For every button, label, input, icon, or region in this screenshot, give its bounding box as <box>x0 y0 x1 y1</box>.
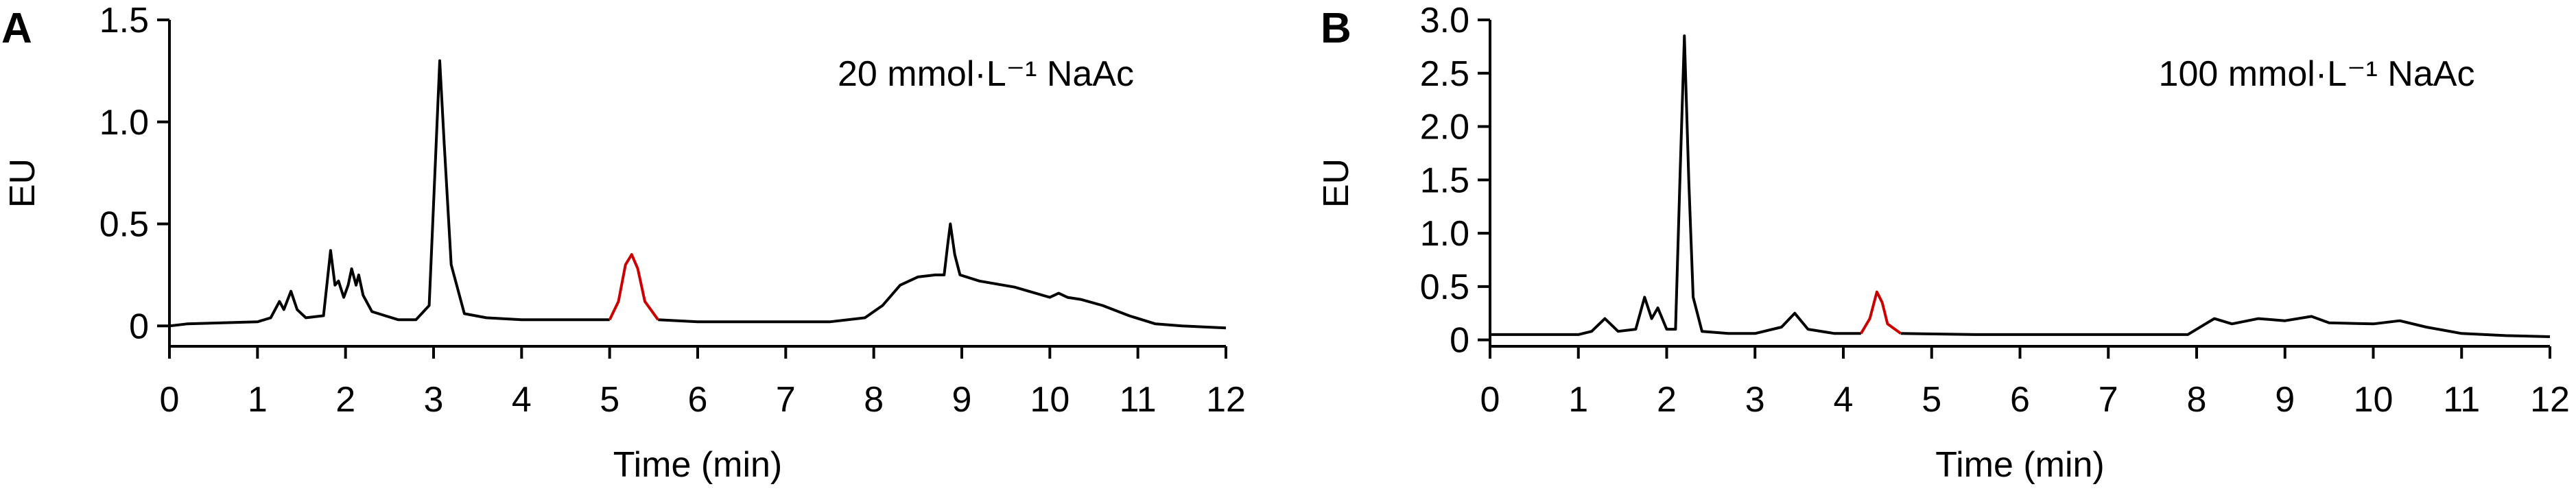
y-tick-label: 1.0 <box>99 103 149 143</box>
x-tick-label: 0 <box>160 380 180 420</box>
x-tick-label: 11 <box>2443 380 2480 420</box>
x-tick-label: 8 <box>864 380 884 420</box>
x-tick-label: 10 <box>1030 380 1070 420</box>
trace <box>169 59 1227 330</box>
y-tick-label: 2.5 <box>1420 54 1469 94</box>
y-tick-label: 0 <box>129 307 149 346</box>
x-tick-label: 5 <box>1922 380 1941 420</box>
annotation: 20 mmol·L⁻¹ NaAc <box>838 54 1134 94</box>
x-tick-label: 1 <box>1568 380 1588 420</box>
x-tick-label: 1 <box>248 380 268 420</box>
x-tick-label: 9 <box>2275 380 2295 420</box>
x-tick-label: 5 <box>600 380 619 420</box>
x-tick-label: 6 <box>688 380 708 420</box>
x-tick-label: 10 <box>2354 380 2394 420</box>
x-tick-label: 4 <box>1834 380 1854 420</box>
x-tick-label: 12 <box>2530 380 2570 420</box>
x-tick-label: 6 <box>2010 380 2030 420</box>
x-tick-label: 2 <box>335 380 355 420</box>
x-tick-label: 8 <box>2187 380 2207 420</box>
y-axis-label: EU <box>1316 158 1356 208</box>
x-tick-label: 7 <box>776 380 796 420</box>
x-tick-label: 7 <box>2099 380 2118 420</box>
panel-label: B <box>1321 5 1351 52</box>
x-tick-label: 0 <box>1480 380 1500 420</box>
y-axis-label: EU <box>3 158 43 208</box>
y-tick-label: 1.5 <box>99 1 149 40</box>
panel-label: A <box>1 5 32 52</box>
trace <box>1860 290 1902 335</box>
x-tick-label: 12 <box>1206 380 1246 420</box>
x-tick-label: 4 <box>512 380 532 420</box>
annotation: 100 mmol·L⁻¹ NaAc <box>2159 54 2475 94</box>
x-tick-label: 2 <box>1657 380 1677 420</box>
x-tick-label: 11 <box>1120 380 1157 420</box>
x-tick-label: 3 <box>424 380 444 420</box>
y-tick-label: 0 <box>1450 321 1469 361</box>
x-axis-label: Time (min) <box>613 445 783 485</box>
y-tick-label: 2.0 <box>1420 108 1469 147</box>
trace <box>608 253 659 321</box>
x-axis-label: Time (min) <box>1935 445 2105 485</box>
y-tick-label: 3.0 <box>1420 1 1469 40</box>
x-tick-label: 3 <box>1745 380 1765 420</box>
trace <box>1490 34 2551 338</box>
y-tick-label: 0.5 <box>1420 267 1469 307</box>
x-tick-label: 9 <box>952 380 972 420</box>
y-tick-label: 1.0 <box>1420 214 1469 254</box>
y-tick-label: 0.5 <box>99 205 149 245</box>
y-tick-label: 1.5 <box>1420 160 1469 200</box>
